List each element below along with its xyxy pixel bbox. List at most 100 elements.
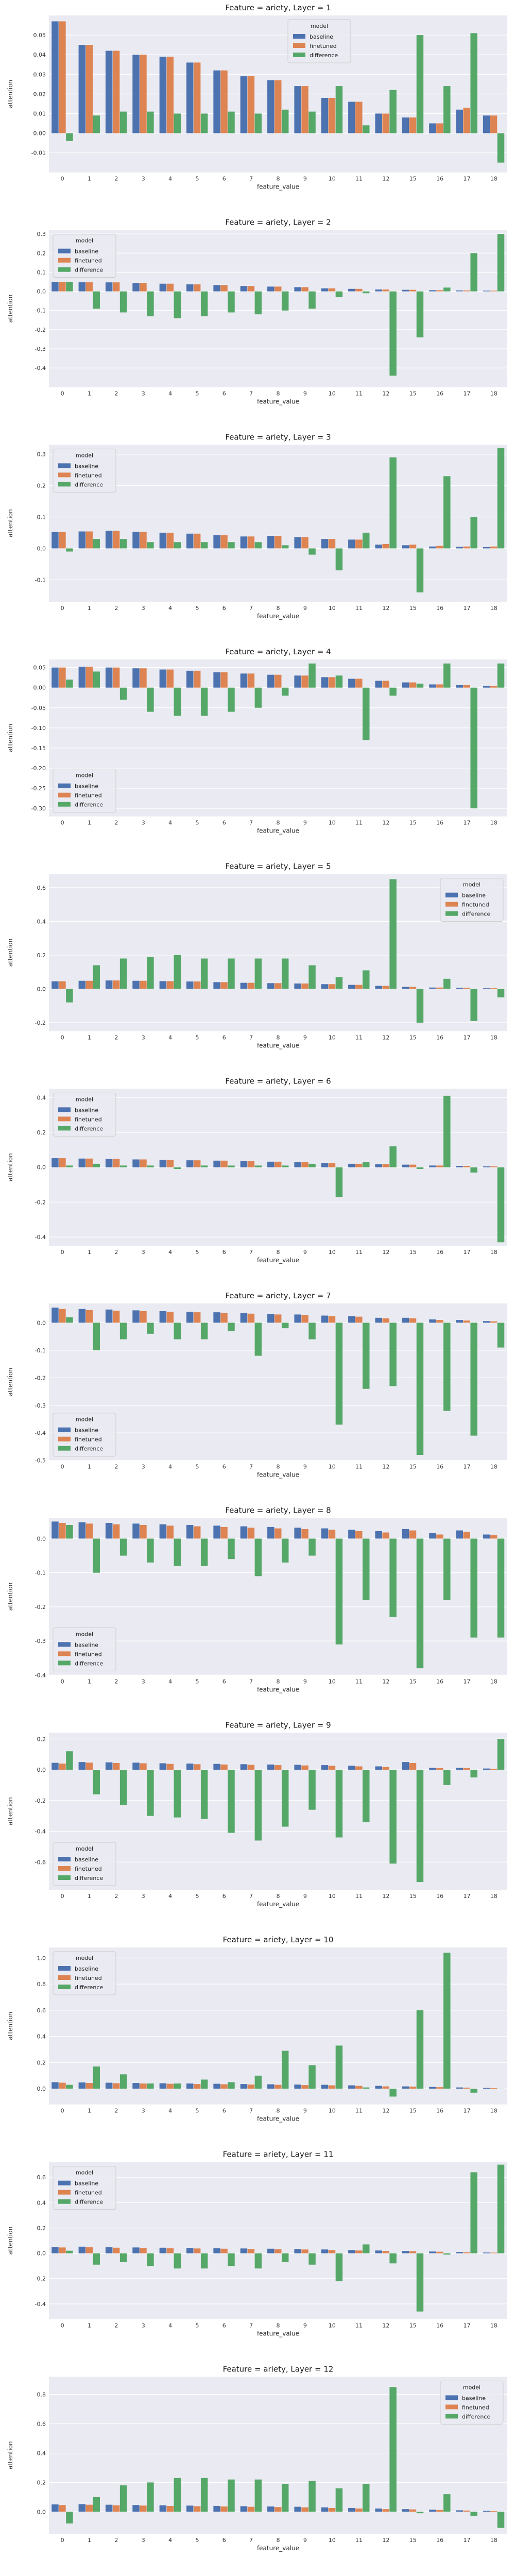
y-tick-label: 0.2 xyxy=(37,952,46,959)
bar-finetuned xyxy=(220,982,228,989)
legend-swatch-finetuned xyxy=(58,1866,71,1871)
bar-baseline xyxy=(483,1166,490,1167)
bar-baseline xyxy=(213,2505,220,2512)
bar-difference xyxy=(228,1323,235,1331)
bar-baseline xyxy=(213,285,220,292)
x-tick-label: 5 xyxy=(195,1464,199,1470)
bar-baseline xyxy=(78,1522,86,1539)
bar-baseline xyxy=(402,682,409,688)
x-tick-label: 10 xyxy=(329,176,336,182)
y-axis-label: attention xyxy=(7,2441,14,2469)
bar-difference xyxy=(200,1323,208,1340)
bar-difference xyxy=(174,1770,181,1818)
x-tick-label: 5 xyxy=(195,1893,199,1900)
x-tick-label: 12 xyxy=(382,2537,389,2544)
plot-area xyxy=(49,1733,507,1890)
bar-difference xyxy=(363,2087,370,2089)
chart-panel-4: Feature = ariety, Layer = 4 -0.30 -0.25 -0.… xyxy=(7,647,507,835)
bar-finetuned xyxy=(490,1535,497,1539)
bar-baseline xyxy=(456,2252,463,2253)
bar-finetuned xyxy=(382,113,389,133)
x-tick-label: 17 xyxy=(463,1034,470,1041)
bar-baseline xyxy=(348,2507,355,2512)
bar-difference xyxy=(389,2253,397,2264)
bar-finetuned xyxy=(166,1312,174,1323)
y-tick-label: 0.05 xyxy=(33,32,46,39)
bar-difference xyxy=(200,2253,208,2269)
bar-baseline xyxy=(321,2084,329,2089)
y-tick-label: 0.1 xyxy=(37,269,46,276)
bar-finetuned xyxy=(274,286,282,292)
x-tick-label: 8 xyxy=(277,1464,280,1470)
legend-box xyxy=(53,448,116,493)
bar-difference xyxy=(470,989,477,1021)
bar-baseline xyxy=(294,287,301,292)
legend-label-difference: difference xyxy=(75,1446,103,1452)
legend-swatch-finetuned xyxy=(58,1975,71,1980)
bar-finetuned xyxy=(193,284,201,292)
bar-baseline xyxy=(105,1522,113,1539)
bar-finetuned xyxy=(59,981,66,989)
bar-finetuned xyxy=(328,2507,336,2512)
bar-baseline xyxy=(132,2505,140,2512)
legend-swatch-difference xyxy=(58,1985,71,1990)
legend-box xyxy=(53,1627,116,1671)
bar-difference xyxy=(254,2479,262,2512)
bar-finetuned xyxy=(463,1532,470,1539)
y-tick-label: 0.2 xyxy=(37,1736,46,1742)
bar-difference xyxy=(389,1323,397,1386)
bar-difference xyxy=(389,1538,397,1617)
bar-finetuned xyxy=(463,988,470,989)
bar-finetuned xyxy=(166,2083,174,2089)
bar-baseline xyxy=(78,1158,86,1167)
bar-finetuned xyxy=(112,667,120,688)
bar-difference xyxy=(174,1323,181,1340)
bar-difference xyxy=(416,683,424,688)
x-tick-label: 0 xyxy=(61,1678,64,1685)
x-tick-label: 11 xyxy=(355,2537,363,2544)
x-tick-label: 3 xyxy=(142,820,145,826)
bar-difference xyxy=(200,291,208,316)
bar-baseline xyxy=(132,1762,140,1770)
x-tick-label: 4 xyxy=(168,176,172,182)
x-tick-label: 12 xyxy=(382,1249,389,1256)
bar-finetuned xyxy=(328,677,336,688)
bar-finetuned xyxy=(436,1320,443,1323)
bar-finetuned xyxy=(220,285,228,292)
x-axis-label: feature_value xyxy=(257,2545,299,2552)
bar-finetuned xyxy=(59,281,66,292)
bar-difference xyxy=(93,115,100,133)
y-tick-label: -0.4 xyxy=(35,2301,46,2308)
bar-finetuned xyxy=(409,545,417,549)
bar-finetuned xyxy=(112,50,120,133)
bar-difference xyxy=(174,113,181,133)
x-tick-label: 10 xyxy=(329,390,336,397)
bar-baseline xyxy=(186,2083,194,2089)
bar-difference xyxy=(497,1167,505,1243)
x-tick-label: 15 xyxy=(409,605,417,612)
bar-baseline xyxy=(213,672,220,688)
legend-swatch-baseline xyxy=(58,1427,71,1432)
bar-baseline xyxy=(429,987,436,989)
legend-box xyxy=(53,1951,116,1995)
x-tick-label: 6 xyxy=(222,820,226,826)
y-tick-label: -0.2 xyxy=(35,327,46,333)
y-tick-label: 0.6 xyxy=(37,885,46,891)
x-tick-label: 5 xyxy=(195,2322,199,2329)
y-tick-label: -0.3 xyxy=(35,1638,46,1645)
y-tick-label: -0.6 xyxy=(35,1859,46,1866)
x-tick-label: 17 xyxy=(463,1249,470,1256)
bar-finetuned xyxy=(166,1764,174,1770)
legend-label-finetuned: finetuned xyxy=(75,1116,102,1123)
x-tick-label: 6 xyxy=(222,1249,226,1256)
y-tick-label: 0.2 xyxy=(37,2479,46,2486)
x-tick-label: 7 xyxy=(249,1034,253,1041)
bar-difference xyxy=(93,2253,100,2265)
x-tick-label: 4 xyxy=(168,2537,172,2544)
bar-difference xyxy=(200,2478,208,2512)
bar-finetuned xyxy=(85,2247,93,2253)
bar-difference xyxy=(416,1167,424,1170)
bar-difference xyxy=(308,965,316,989)
legend-label-baseline: baseline xyxy=(75,2180,98,2187)
legend-box xyxy=(53,2166,116,2210)
